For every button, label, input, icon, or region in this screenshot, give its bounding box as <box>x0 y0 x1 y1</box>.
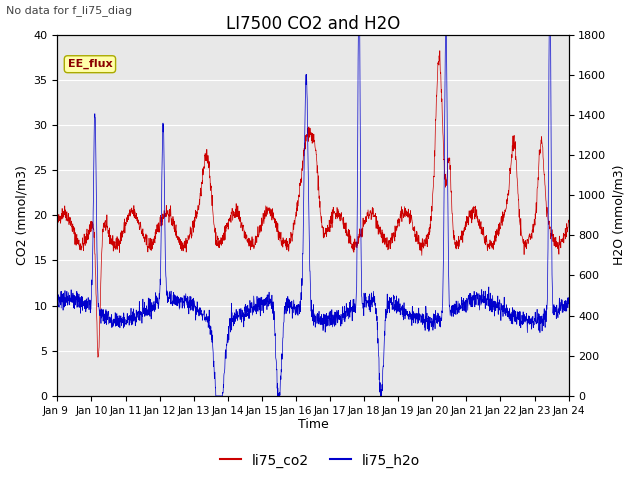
Y-axis label: CO2 (mmol/m3): CO2 (mmol/m3) <box>15 165 28 265</box>
Text: No data for f_li75_diag: No data for f_li75_diag <box>6 5 132 16</box>
Y-axis label: H2O (mmol/m3): H2O (mmol/m3) <box>612 165 625 265</box>
X-axis label: Time: Time <box>298 419 328 432</box>
Text: EE_flux: EE_flux <box>68 59 112 69</box>
Legend: li75_co2, li75_h2o: li75_co2, li75_h2o <box>214 448 426 473</box>
Title: LI7500 CO2 and H2O: LI7500 CO2 and H2O <box>226 15 400 33</box>
